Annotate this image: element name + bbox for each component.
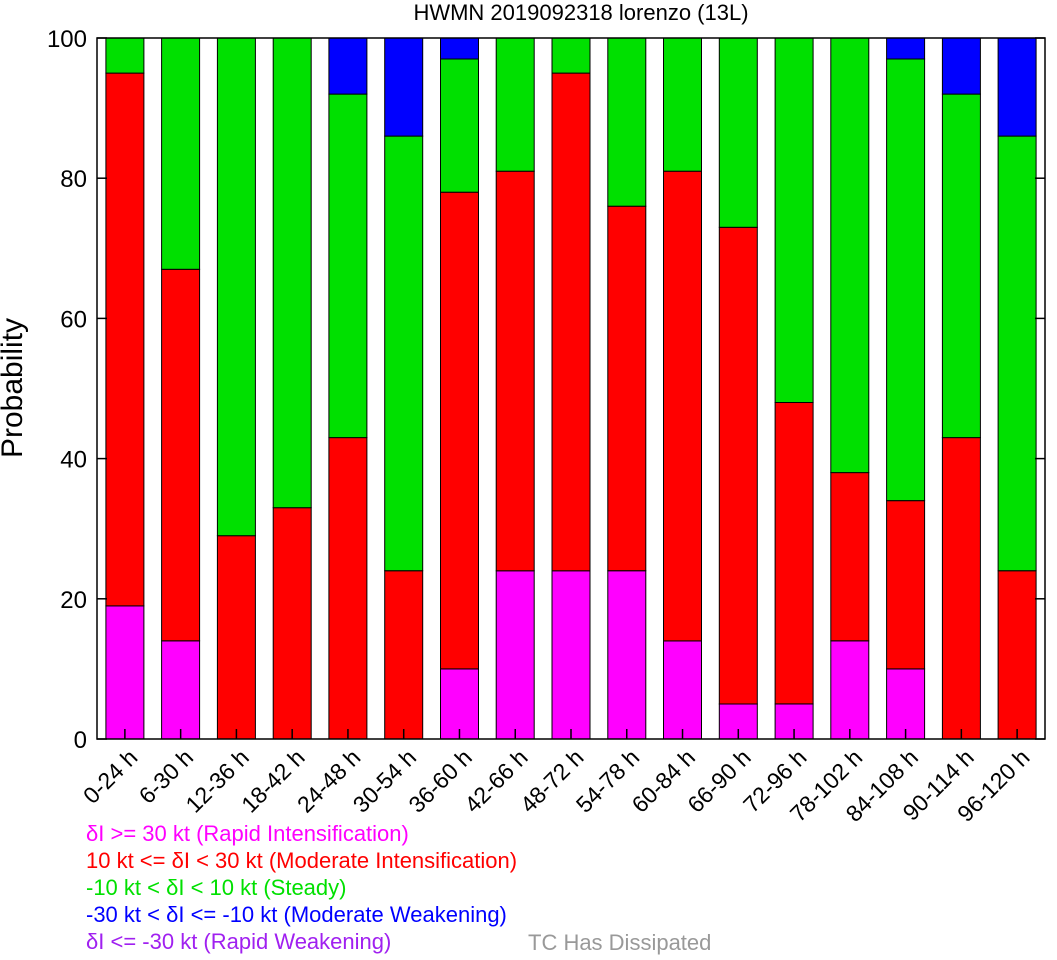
bar-steady-4 — [328, 93, 368, 439]
legend-entry-1: 10 kt <= δI < 30 kt (Moderate Intensific… — [86, 848, 518, 873]
bar-rapid-intensification-13 — [830, 640, 870, 740]
bar-rapid-intensification-6 — [440, 668, 479, 740]
legend-entry-0: δI >= 30 kt (Rapid Intensification) — [86, 821, 409, 846]
bar-moderate-intensification-6 — [440, 191, 479, 670]
bar-moderate-weakening-5 — [384, 37, 424, 137]
bar-moderate-intensification-7 — [495, 170, 535, 572]
bar-steady-16 — [997, 135, 1037, 572]
bar-moderate-intensification-9 — [607, 205, 647, 572]
bar-steady-10 — [663, 37, 702, 172]
bar-rapid-intensification-0 — [105, 605, 145, 740]
bar-moderate-intensification-2 — [216, 535, 256, 740]
bar-moderate-weakening-4 — [328, 37, 368, 95]
legend: δI >= 30 kt (Rapid Intensification) 10 kt… — [86, 820, 517, 955]
bar-steady-1 — [161, 37, 201, 270]
bars-layer — [105, 37, 1037, 740]
bar-steady-11 — [718, 37, 758, 228]
y-tick-label-40: 40 — [60, 447, 87, 474]
bar-moderate-intensification-5 — [384, 570, 424, 740]
bar-rapid-intensification-9 — [607, 570, 647, 740]
bar-moderate-weakening-15 — [941, 37, 981, 95]
x-tick-label-0: 0-24 h — [78, 744, 143, 809]
bar-rapid-intensification-10 — [663, 640, 702, 740]
bar-steady-0 — [105, 37, 145, 74]
bar-moderate-intensification-3 — [272, 507, 312, 740]
bar-steady-8 — [551, 37, 591, 74]
bar-moderate-intensification-12 — [774, 402, 814, 705]
bar-moderate-intensification-1 — [161, 268, 201, 642]
bar-steady-12 — [774, 37, 814, 403]
bar-steady-6 — [440, 58, 479, 193]
bar-moderate-intensification-14 — [886, 500, 926, 670]
bar-rapid-intensification-1 — [161, 640, 201, 740]
bar-moderate-intensification-8 — [551, 72, 591, 572]
bar-steady-9 — [607, 37, 647, 207]
legend-entry-4: δI <= -30 kt (Rapid Weakening) — [86, 929, 392, 954]
legend-dissipated: TC Has Dissipated — [528, 930, 712, 955]
chart-title: HWMN 2019092318 lorenzo (13L) — [413, 0, 748, 25]
bar-steady-5 — [384, 135, 424, 572]
bar-steady-3 — [272, 37, 312, 509]
bar-moderate-intensification-15 — [941, 437, 981, 740]
legend-entry-2: -10 kt < δI < 10 kt (Steady) — [86, 875, 347, 900]
legend-entry-3: -30 kt < δI <= -10 kt (Moderate Weakenin… — [86, 902, 507, 927]
bar-steady-2 — [216, 37, 256, 537]
bar-moderate-intensification-4 — [328, 437, 368, 740]
y-tick-label-20: 20 — [60, 587, 87, 614]
bar-rapid-intensification-8 — [551, 570, 591, 740]
bar-moderate-weakening-6 — [440, 37, 479, 60]
y-axis-label: Probability — [0, 318, 29, 458]
bar-moderate-weakening-16 — [997, 37, 1037, 137]
bar-moderate-intensification-13 — [830, 472, 870, 642]
bar-rapid-intensification-14 — [886, 668, 926, 740]
bar-steady-13 — [830, 37, 870, 474]
bar-moderate-intensification-0 — [105, 72, 145, 607]
x-tick-labels: 0-24 h6-30 h12-36 h18-42 h24-48 h30-54 h… — [78, 729, 1035, 827]
bar-steady-7 — [495, 37, 535, 172]
y-tick-label-100: 100 — [47, 26, 87, 53]
bar-moderate-weakening-14 — [886, 37, 926, 60]
bar-rapid-intensification-7 — [495, 570, 535, 740]
y-tick-label-60: 60 — [60, 306, 87, 333]
bar-steady-15 — [941, 93, 981, 439]
y-tick-label-80: 80 — [60, 166, 87, 193]
bar-moderate-intensification-11 — [718, 226, 758, 705]
y-tick-label-0: 0 — [74, 727, 87, 754]
bar-moderate-intensification-16 — [997, 570, 1037, 740]
bar-steady-14 — [886, 58, 926, 502]
bar-moderate-intensification-10 — [663, 170, 702, 642]
